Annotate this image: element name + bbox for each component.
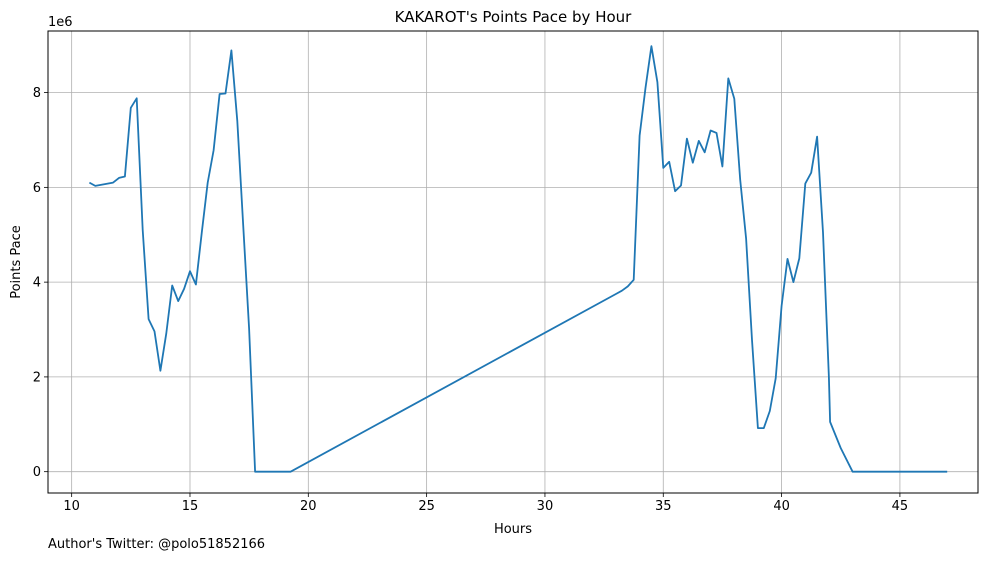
y-axis-label: Points Pace <box>9 225 24 299</box>
plot-frame <box>47 30 979 494</box>
x-tick-label: 20 <box>300 499 317 514</box>
x-tick-label: 15 <box>182 499 199 514</box>
x-tick-label: 40 <box>773 499 790 514</box>
grid-lines <box>48 31 978 493</box>
x-tick-label: 35 <box>655 499 672 514</box>
series-line <box>88 45 948 473</box>
axis-ticks: 10 15 20 25 30 35 40 45 0 2 4 6 8 <box>33 86 908 514</box>
x-tick-label: 25 <box>418 499 435 514</box>
x-tick-label: 10 <box>63 499 80 514</box>
y-tick-label: 6 <box>33 181 41 196</box>
y-tick-label: 4 <box>33 276 41 291</box>
y-tick-label: 2 <box>33 370 41 385</box>
x-tick-label: 30 <box>537 499 554 514</box>
y-tick-label: 0 <box>33 465 41 480</box>
x-tick-label: 45 <box>892 499 909 514</box>
series-group <box>88 45 948 473</box>
y-axis-offset-label: 1e6 <box>48 15 73 30</box>
y-tick-label: 8 <box>33 86 41 101</box>
author-footer: Author's Twitter: @polo51852166 <box>48 537 266 552</box>
x-axis-label: Hours <box>494 522 532 537</box>
chart-title: KAKAROT's Points Pace by Hour <box>395 8 633 26</box>
